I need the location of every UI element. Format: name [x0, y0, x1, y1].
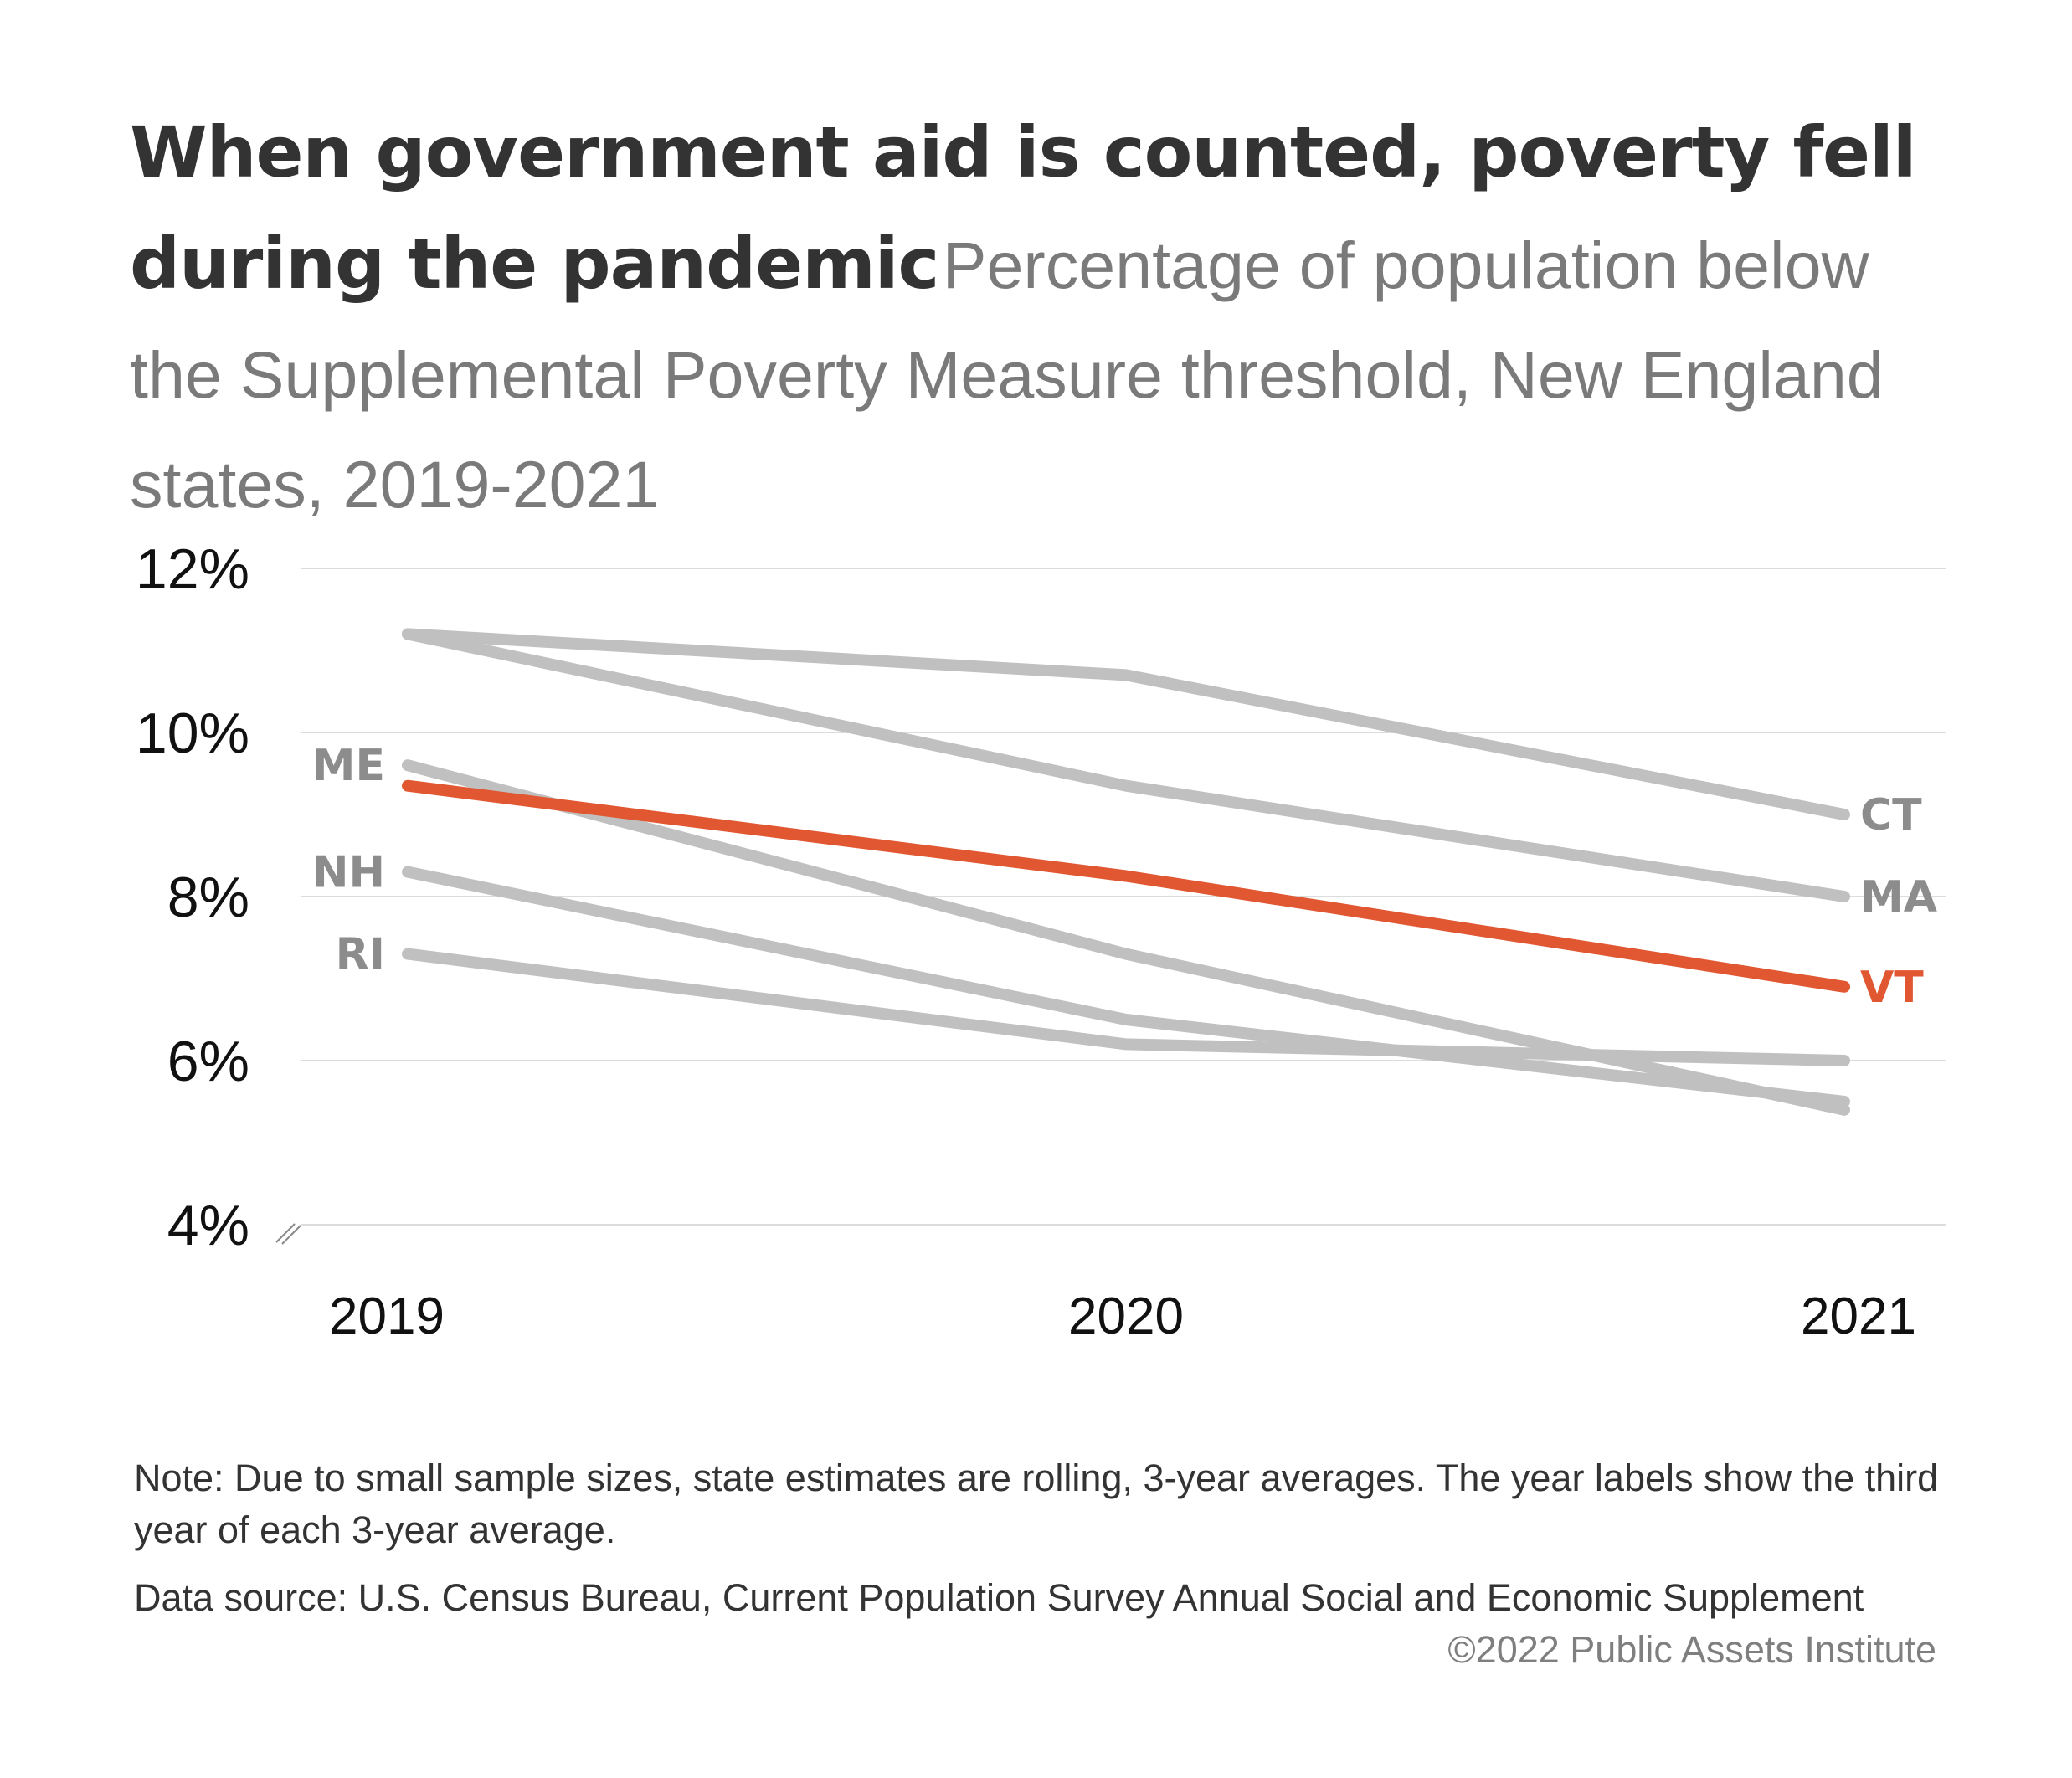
- series-line-ct: [402, 628, 1850, 820]
- y-tick-label: 6%: [167, 1030, 249, 1093]
- y-tick-label: 8%: [167, 866, 249, 929]
- series-label-ma: MA: [1860, 872, 1937, 922]
- title-block: When government aid is counted, poverty …: [130, 107, 1972, 549]
- chart-subtitle: Percentage of population below the Suppl…: [130, 228, 1884, 522]
- series-label-vt: VT: [1860, 963, 1924, 1013]
- line-chart: 12% 10% 8% 6% 4% 2019 2020 2021 CT MA ME NH RI VT: [136, 537, 1946, 1345]
- chart-title: When government aid is counted, poverty …: [130, 111, 1917, 305]
- series-label-ct: CT: [1860, 790, 1922, 840]
- series-label-ri: RI: [336, 930, 385, 980]
- y-tick-label: 10%: [136, 701, 249, 765]
- series-line-ma: [402, 628, 1850, 902]
- y-axis-tick-labels: 12% 10% 8% 6% 4%: [136, 537, 249, 1257]
- x-axis-tick-labels: 2019 2020 2021: [329, 1287, 1916, 1345]
- x-tick-label: 2019: [329, 1287, 445, 1345]
- series-labels: CT MA ME NH RI VT: [312, 741, 1937, 1013]
- series-line-vt: [402, 779, 1850, 993]
- x-tick-label: 2020: [1068, 1287, 1184, 1345]
- series-label-nh: NH: [312, 848, 385, 898]
- y-tick-label: 12%: [136, 537, 249, 601]
- data-source: Data source: U.S. Census Bureau, Current…: [134, 1576, 1864, 1619]
- x-tick-label: 2021: [1801, 1287, 1916, 1345]
- axis-break-icon: [275, 1223, 301, 1245]
- series-line-ri: [402, 948, 1850, 1066]
- chart-note: Note: Due to small sample sizes, state e…: [134, 1457, 1939, 1551]
- y-tick-label: 4%: [167, 1194, 249, 1257]
- series-label-me: ME: [312, 741, 385, 791]
- copyright-credit: ©2022 Public Assets Institute: [1447, 1628, 1936, 1671]
- series-line-nh: [402, 866, 1850, 1107]
- series-lines: [402, 628, 1850, 1116]
